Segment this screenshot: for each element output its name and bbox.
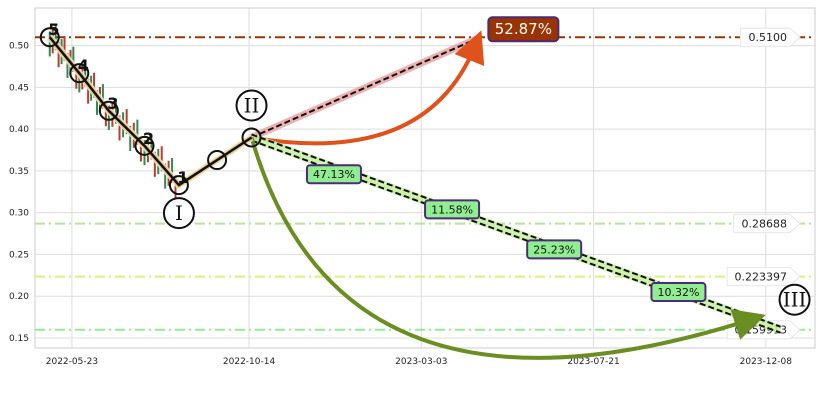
wave-line xyxy=(48,36,253,187)
target-badge xyxy=(650,282,707,303)
turning-circle xyxy=(778,283,811,316)
projection-up-line xyxy=(251,36,481,139)
y-tick-label: 0.25 xyxy=(9,250,29,260)
wave-node-label: 1 xyxy=(177,168,188,187)
y-tick-label: 0.30 xyxy=(9,209,29,219)
y-tick-label: 0.40 xyxy=(9,125,29,135)
wave-node-circle xyxy=(241,127,262,148)
target-badge xyxy=(526,239,583,260)
wave-node-label: 3 xyxy=(107,94,118,113)
level-label: 0.223397 xyxy=(735,271,788,284)
wave-node-circle xyxy=(98,100,119,121)
wave-node-label: 2 xyxy=(143,129,154,148)
target-label: 11.58% xyxy=(431,203,473,216)
projection-down-arrow xyxy=(249,136,766,360)
turning-label: I xyxy=(175,201,183,225)
x-tick-label: 2023-03-03 xyxy=(395,357,447,367)
y-tick-label: 0.45 xyxy=(9,83,29,93)
wave-node-label: 4 xyxy=(78,56,89,75)
projection-up-arrow xyxy=(251,30,485,146)
x-tick-label: 2023-12-08 xyxy=(740,357,793,367)
projection-up-badge xyxy=(487,16,560,43)
turning-label: III xyxy=(783,288,807,312)
y-tick-label: 0.35 xyxy=(9,167,29,177)
turning-label: II xyxy=(244,93,260,117)
turning-circle xyxy=(235,89,268,122)
target-badge xyxy=(305,164,362,185)
x-tick-label: 2023-07-21 xyxy=(567,357,619,367)
wave-node-circle xyxy=(168,175,189,196)
y-axis: 0.15 0.20 0.25 0.30 0.35 0.40 0.45 0.50 xyxy=(9,42,29,344)
y-tick-label: 0.15 xyxy=(9,334,29,344)
projections: 52.87% 47.13% 11.58% 25.23% 10.32% xyxy=(249,16,783,360)
target-label: 10.32% xyxy=(657,286,699,299)
x-tick-label: 2022-10-14 xyxy=(223,357,276,367)
target-label: 25.23% xyxy=(533,243,575,256)
wave-node-circle xyxy=(39,27,60,48)
level-tag xyxy=(739,27,801,47)
level-label: 0.28688 xyxy=(742,218,788,231)
level-tag xyxy=(726,267,801,287)
x-tick-label: 2022-05-23 xyxy=(46,357,98,367)
wave-node-circle xyxy=(134,135,155,156)
projection-up-label: 52.87% xyxy=(495,20,552,38)
wave-node-label: 5 xyxy=(48,20,59,39)
wave-node-circle xyxy=(69,63,90,84)
y-tick-label: 0.20 xyxy=(9,292,29,302)
wave-path: 543 2 1 xyxy=(39,20,262,196)
y-tick-label: 0.50 xyxy=(9,42,29,52)
target-label: 47.13% xyxy=(313,168,355,181)
wave-node-circle xyxy=(207,150,228,171)
level-tag xyxy=(733,214,801,234)
turning-circle xyxy=(162,197,195,230)
level-label: 0.5100 xyxy=(749,31,788,44)
target-badge xyxy=(424,199,481,220)
x-axis: 2022-05-23 2022-10-14 2023-03-03 2023-07-21… xyxy=(46,357,792,367)
